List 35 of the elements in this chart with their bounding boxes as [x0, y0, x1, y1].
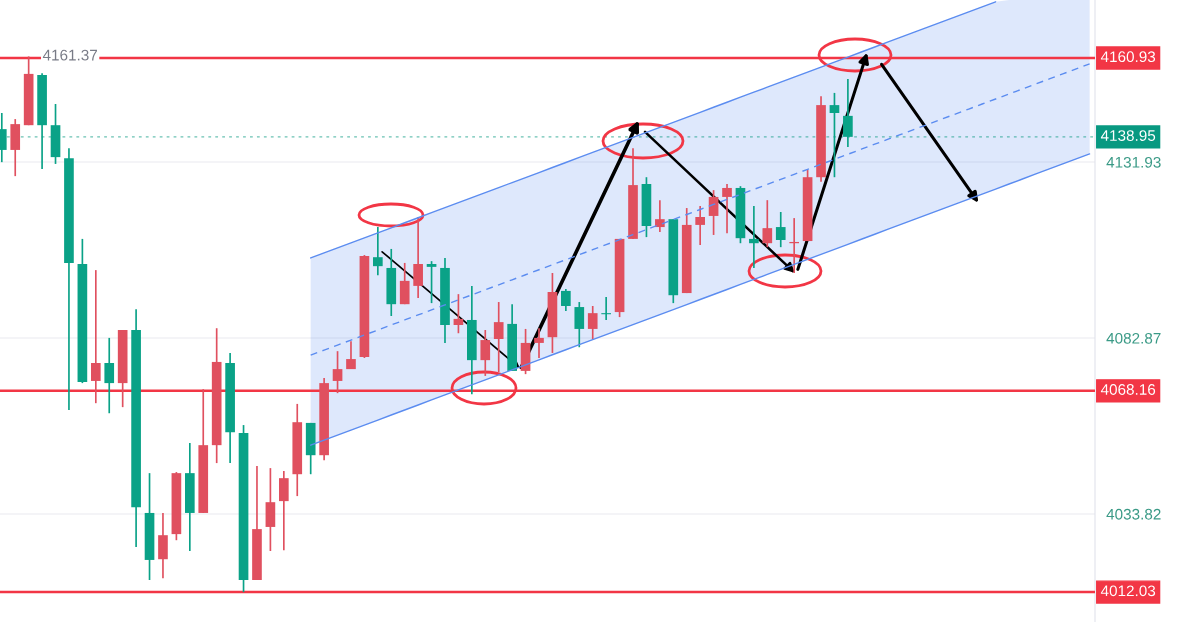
- ref-line-label: 4160.93: [1100, 51, 1156, 63]
- candlestick: [601, 296, 611, 321]
- y-tick-label: 4033.82: [1106, 508, 1161, 520]
- candlestick: [373, 226, 383, 276]
- candlestick: [493, 301, 504, 373]
- line-series: [309, 63, 1091, 356]
- ref-line-label: 4068.16: [1100, 384, 1156, 395]
- candlestick: [278, 470, 289, 552]
- candlestick: [722, 183, 732, 234]
- candlestick: [587, 305, 598, 340]
- candlestick: [775, 211, 786, 248]
- candlestick: [104, 337, 115, 415]
- ref-line-label: 4012.03: [1100, 585, 1156, 597]
- y-tick-label: 4082.87: [1106, 332, 1161, 344]
- candlestick: [399, 262, 410, 306]
- candlestick: [426, 260, 437, 304]
- candlestick: [829, 92, 840, 179]
- candlestick: [561, 288, 571, 312]
- candlestick: [346, 340, 356, 370]
- candlestick: [749, 205, 759, 269]
- line-series: [309, 1, 997, 259]
- candlestick: [480, 329, 491, 377]
- y-tick-label: 4131.93: [1106, 156, 1161, 168]
- candlestick: [90, 269, 101, 405]
- candlestick: [762, 199, 773, 248]
- candlestick: [695, 205, 705, 246]
- ref-line-label: 4138.95: [1100, 130, 1156, 141]
- candlestick: [453, 293, 464, 335]
- candlestick: [843, 78, 853, 148]
- candlestick: [574, 301, 585, 349]
- candlestick: [413, 216, 423, 299]
- candlestick: [332, 350, 343, 394]
- candlestick: [534, 327, 544, 359]
- candlestick: [655, 199, 665, 233]
- annotation: 4161.37: [42, 49, 98, 61]
